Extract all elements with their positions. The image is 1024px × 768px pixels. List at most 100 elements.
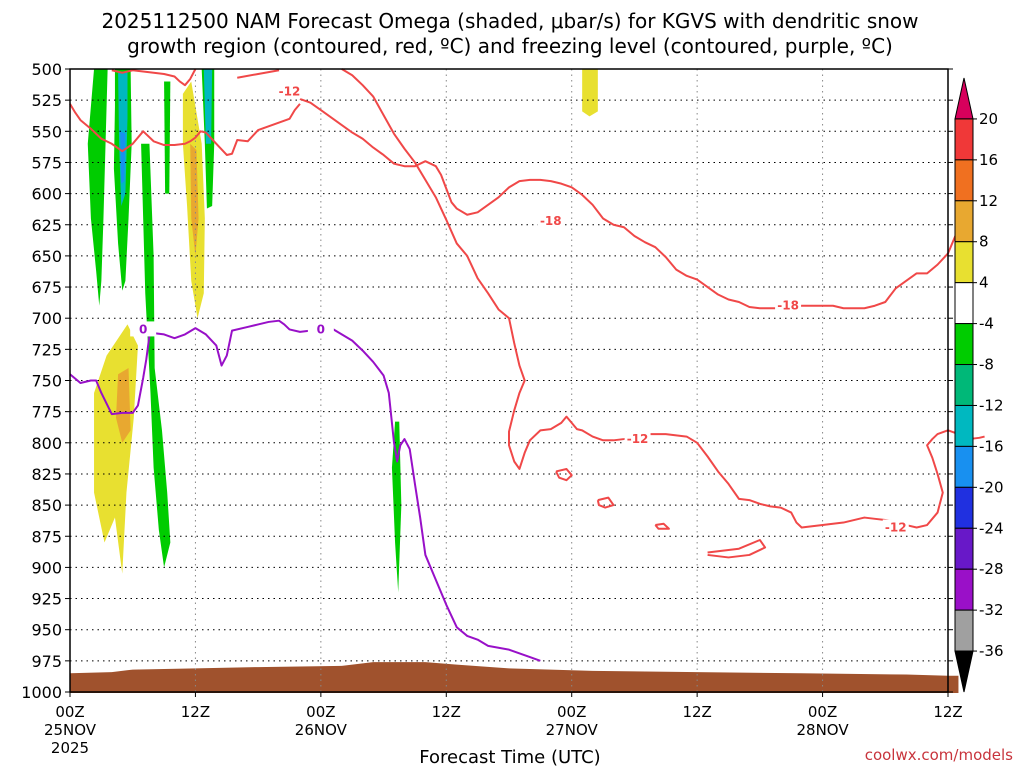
colorbar-tick-label: -32	[979, 601, 1004, 619]
contour-label-minus18: -18	[540, 214, 562, 228]
omega-orange-region	[190, 143, 199, 256]
y-tick-label: 500	[31, 60, 62, 79]
dgz-closed-contour	[707, 538, 767, 559]
chart-title-line-1: 2025112500 NAM Forecast Omega (shaded, μ…	[101, 9, 918, 33]
y-tick-label: 975	[31, 652, 62, 671]
colorbar-tick-label: -8	[979, 356, 994, 374]
colorbar-tick-label: -24	[979, 519, 1004, 537]
colorbar-segment	[954, 118, 974, 161]
colorbar-segment	[954, 323, 974, 366]
plot-area	[70, 69, 959, 693]
colorbar-tick-label: -20	[979, 478, 1004, 496]
freezing-level-contour	[69, 319, 541, 662]
dgz-minus18-contour	[299, 97, 960, 310]
axes: 500 525 550 575 600 625 650 675 700 725 750 775 800 8…	[21, 60, 962, 757]
x-tick-time: 00Z	[557, 703, 586, 721]
colorbar-segment	[954, 364, 974, 406]
contour-label-minus12: -12	[279, 84, 301, 98]
y-tick-label: 700	[31, 309, 62, 328]
contour-label-freezing: 0	[139, 322, 147, 336]
colorbar-top-triangle	[954, 77, 974, 120]
colorbar-tick-label: -36	[979, 642, 1004, 660]
dgz-minus12-contour	[69, 103, 301, 156]
dgz-minus12-contour	[237, 69, 280, 79]
colorbar-segment	[954, 282, 974, 325]
contour-labels: -12 -18 -18 -12 -12 0 0	[130, 83, 909, 535]
x-tick-time: 12Z	[181, 703, 210, 721]
dgz-closed-contour	[596, 496, 615, 509]
y-tick-label: 750	[31, 372, 62, 391]
credit-text: coolwx.com/models	[865, 746, 1013, 764]
x-tick-time: 00Z	[808, 703, 837, 721]
gridlines	[70, 69, 948, 692]
colorbar-segment	[954, 568, 974, 611]
y-tick-label: 725	[31, 340, 62, 359]
colorbar-segment	[954, 609, 974, 652]
dgz-minus12-contour	[111, 68, 197, 87]
colorbar-tick-label: -4	[979, 315, 994, 333]
colorbar-segment	[954, 527, 974, 570]
omega-blue-region	[120, 131, 126, 184]
x-axis-label: Forecast Time (UTC)	[419, 747, 600, 768]
colorbar-segment	[954, 445, 974, 488]
y-tick-label: 775	[31, 403, 62, 422]
omega-teal-region	[203, 69, 213, 144]
colorbar-tick-label: -16	[979, 437, 1004, 455]
contour-label-minus12: -12	[885, 521, 907, 535]
contour-label-bg	[276, 83, 303, 99]
colorbar-segment	[954, 486, 974, 529]
y-tick-label: 600	[31, 185, 62, 204]
omega-green-region	[391, 421, 402, 593]
terrain	[70, 662, 959, 693]
contour-label-minus12: -12	[627, 432, 649, 446]
x-tick-date: 26NOV	[295, 721, 348, 739]
colorbar-segment	[954, 241, 974, 284]
omega-orange-region	[115, 368, 131, 443]
contour-label-freezing: 0	[317, 322, 325, 336]
contour-label-bg	[775, 297, 802, 313]
y-tick-label: 850	[31, 496, 62, 515]
colorbar-tick-label: -28	[979, 560, 1004, 578]
x-tick-time: 12Z	[933, 703, 962, 721]
x-tick-date: 28NOV	[797, 721, 850, 739]
contour-label-bg	[307, 321, 334, 337]
contour-label-bg	[537, 213, 564, 229]
contour-label-bg	[624, 431, 651, 447]
x-tick-date: 25NOV	[44, 721, 97, 739]
y-tick-label: 900	[31, 558, 62, 577]
x-tick-time: 00Z	[306, 703, 335, 721]
y-tick-label: 875	[31, 527, 62, 546]
x-tick-time: 12Z	[432, 703, 461, 721]
y-tick-label: 1000	[21, 683, 62, 702]
colorbar-segment	[954, 159, 974, 202]
y-tick-label: 825	[31, 465, 62, 484]
contour-label-minus18: -18	[777, 299, 799, 313]
y-tick-label: 925	[31, 590, 62, 609]
y-tick-label: 625	[31, 216, 62, 235]
colorbar-segment	[954, 404, 974, 447]
colorbar-bottom-triangle	[954, 650, 974, 693]
omega-green-region	[164, 81, 171, 194]
y-tick-label: 950	[31, 621, 62, 640]
omega-yellow-region	[582, 69, 598, 117]
colorbar-tick-label: 12	[979, 192, 998, 210]
omega-green-region	[141, 143, 171, 568]
contour-label-bg	[882, 519, 909, 535]
dgz-closed-contour	[555, 467, 573, 482]
omega-green-region	[87, 69, 108, 306]
colorbar-tick-label: 4	[979, 274, 989, 292]
contour-label-bg	[130, 321, 157, 337]
dgz-closed-contour	[654, 522, 670, 530]
colorbar: 20 16 12 8 4 -4 -8 -12 -16 -20 -24 -28 -32 -36	[954, 77, 1004, 693]
x-tick-year: 2025	[51, 739, 89, 757]
y-tick-label: 550	[31, 122, 62, 141]
y-tick-label: 650	[31, 247, 62, 266]
colorbar-segment	[954, 200, 974, 243]
x-tick-time: 12Z	[682, 703, 711, 721]
x-tick-date: 27NOV	[546, 721, 599, 739]
colorbar-tick-label: 8	[979, 233, 989, 251]
y-tick-label: 525	[31, 91, 62, 110]
colorbar-tick-label: 20	[979, 110, 998, 128]
colorbar-tick-label: -12	[979, 396, 1004, 414]
